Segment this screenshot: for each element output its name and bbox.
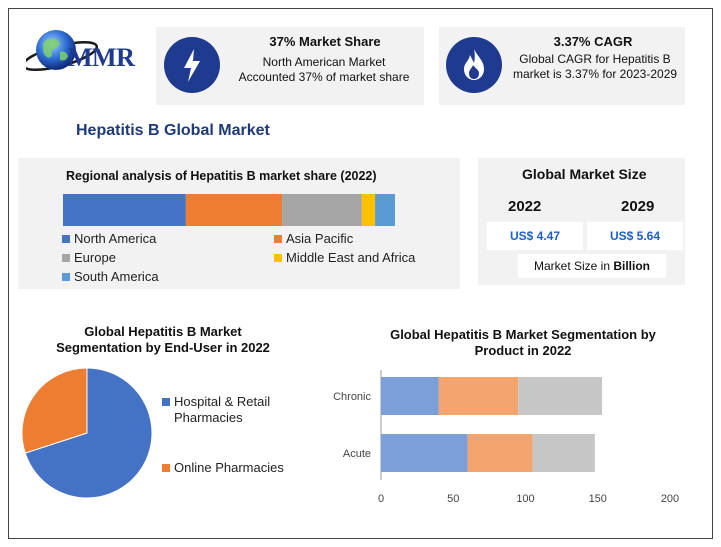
- x-tick-label: 50: [447, 493, 459, 505]
- unit-prefix: Market Size in: [533, 259, 614, 273]
- bar-segment-asia-pacific: [185, 194, 283, 226]
- year-2029: 2029: [621, 198, 655, 215]
- legend-swatch: [162, 464, 170, 472]
- year-2022: 2022: [508, 198, 542, 215]
- legend-north-america: North America: [62, 231, 156, 246]
- bar-segment-south-america: [375, 194, 395, 226]
- legend-swatch: [62, 253, 70, 262]
- legend-europe: Europe: [62, 250, 116, 265]
- cagr-desc: Global CAGR for Hepatitis B market is 3.…: [512, 52, 678, 81]
- legend-label: Asia Pacific: [286, 231, 354, 246]
- regional-chart-title: Regional analysis of Hepatitis B market …: [66, 169, 377, 183]
- legend-label: North America: [74, 231, 157, 246]
- pie-chart-title: Global Hepatitis B Market Segmentation b…: [56, 324, 270, 355]
- value-2029: US$ 5.64: [587, 222, 683, 250]
- end-user-pie-chart: [21, 367, 153, 499]
- legend-label: Europe: [74, 250, 116, 265]
- x-tick-label: 100: [516, 493, 534, 505]
- pie-legend-hospital: Hospital & Retail Pharmacies: [162, 394, 302, 426]
- value-2022: US$ 4.47: [487, 222, 583, 250]
- bar-segment-middle-east-and-africa: [361, 194, 376, 226]
- legend-swatch: [62, 272, 70, 281]
- bar-chronic-segment-0: [381, 377, 439, 415]
- x-tick-label: 200: [661, 493, 679, 505]
- bar-segment-europe: [282, 194, 362, 226]
- bolt-icon: [164, 37, 220, 93]
- bar-acute-segment-2: [532, 434, 595, 472]
- bar-segment-north-america: [63, 194, 186, 226]
- bar-chronic-segment-1: [438, 377, 519, 415]
- page-title: Hepatitis B Global Market: [76, 122, 270, 139]
- market-size-unit: Market Size in Billion: [518, 254, 666, 278]
- logo-text: MMR: [68, 43, 135, 72]
- legend-asia-pacific: Asia Pacific: [274, 231, 353, 246]
- cagr-title: 3.37% CAGR: [553, 34, 633, 49]
- unit-billion: Billion: [613, 259, 651, 273]
- legend-label: South America: [74, 269, 159, 284]
- x-tick-label: 0: [378, 493, 384, 505]
- regional-stacked-bar: [63, 194, 395, 226]
- legend-mea: Middle East and Africa: [274, 250, 415, 265]
- legend-swatch: [274, 253, 282, 262]
- pie-slice-0: [24, 367, 153, 499]
- legend-label: Hospital & Retail Pharmacies: [174, 394, 271, 425]
- legend-swatch: [274, 234, 282, 243]
- legend-label: Online Pharmacies: [174, 460, 284, 475]
- category-label-chronic: Chronic: [333, 391, 371, 403]
- mmr-globe-logo: [26, 30, 99, 72]
- category-label-acute: Acute: [343, 448, 371, 460]
- product-chart-title: Global Hepatitis B Market Segmentation b…: [390, 327, 656, 358]
- flame-icon: [446, 37, 502, 93]
- bar-chronic-segment-2: [518, 377, 603, 415]
- market-share-title: 37% Market Share: [269, 34, 381, 49]
- bar-acute-segment-1: [467, 434, 533, 472]
- pie-legend-online: Online Pharmacies: [162, 460, 322, 476]
- bar-acute-segment-0: [381, 434, 468, 472]
- market-share-desc: North American Market Accounted 37% of m…: [238, 55, 410, 84]
- legend-swatch: [162, 398, 170, 406]
- legend-label: Middle East and Africa: [286, 250, 416, 265]
- x-tick-label: 150: [589, 493, 607, 505]
- pie-slice-1: [21, 367, 88, 454]
- product-stacked-bar-chart: Chronic Acute 0 50 100 150 200: [333, 370, 679, 505]
- legend-south-america: South America: [62, 269, 159, 284]
- global-market-title: Global Market Size: [522, 166, 647, 182]
- legend-swatch: [62, 234, 70, 243]
